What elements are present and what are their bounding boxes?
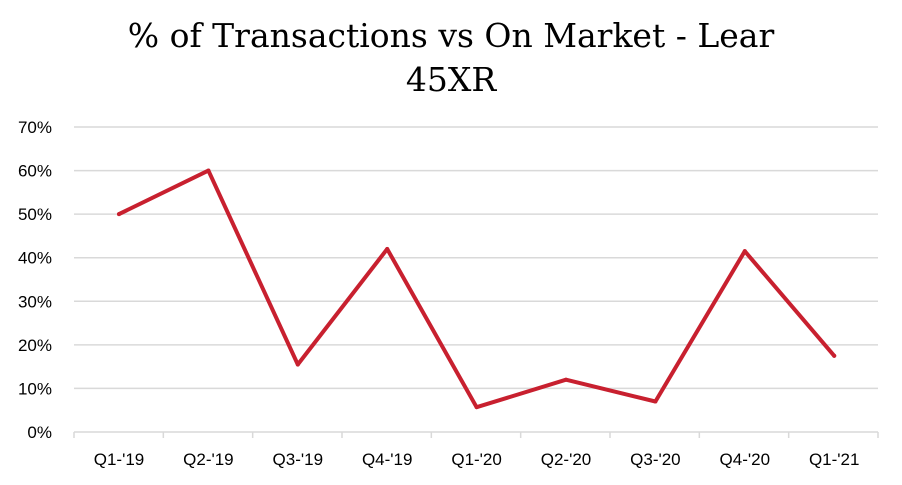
series-group [117, 168, 837, 410]
chart-title-line-2: 45XR [405, 60, 497, 99]
chart-title: % of Transactions vs On Market - Lear 45… [0, 14, 902, 102]
y-tick-label: 20% [18, 336, 52, 355]
data-point [564, 377, 568, 382]
x-tick-label: Q4-'19 [362, 450, 413, 469]
x-tick-label: Q2-'19 [183, 450, 234, 469]
y-tick-label: 30% [18, 292, 52, 311]
x-tick-label: Q1-'21 [809, 450, 860, 469]
chart-title-line-1: % of Transactions vs On Market - Lear [127, 16, 775, 55]
data-point [117, 212, 121, 217]
data-point [474, 405, 479, 410]
x-axis-tick-labels: Q1-'19 Q2-'19 Q3-'19 Q4-'19 Q1-'20 Q2-'20 Q3-'… [94, 450, 860, 469]
x-tick-label: Q3-'19 [273, 450, 324, 469]
data-point [206, 168, 211, 173]
x-tick-label: Q3-'20 [630, 450, 681, 469]
x-tick-label: Q1-'20 [451, 450, 502, 469]
data-point [832, 353, 837, 358]
x-tick-label: Q4-'20 [720, 450, 771, 469]
gridlines [74, 126, 878, 390]
x-axis [73, 431, 879, 438]
y-tick-label: 50% [18, 205, 52, 224]
data-point [653, 399, 658, 404]
data-point [742, 249, 747, 254]
y-tick-label: 60% [18, 162, 52, 181]
y-tick-label: 40% [18, 249, 52, 268]
x-tick-label: Q2-'20 [541, 450, 592, 469]
y-tick-label: 0% [27, 423, 52, 442]
y-axis-tick-labels: 0% 10% 20% 30% 40% 50% 60% 70% [18, 118, 52, 442]
x-tick-label: Q1-'19 [94, 450, 145, 469]
series-line [117, 168, 837, 410]
y-tick-label: 10% [18, 379, 52, 398]
y-tick-label: 70% [18, 118, 52, 137]
data-point [295, 362, 300, 367]
data-point [385, 247, 390, 251]
